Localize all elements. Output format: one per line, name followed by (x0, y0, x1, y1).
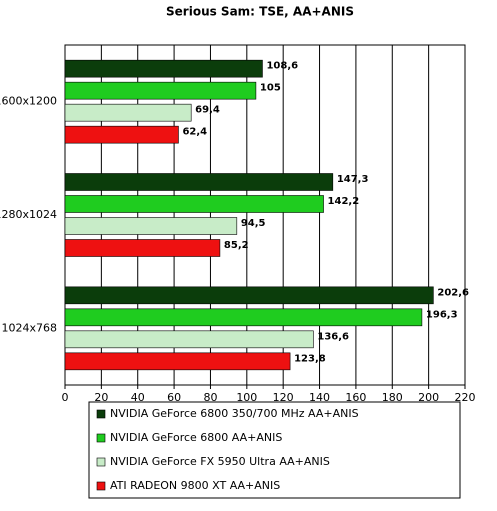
data-label: 105 (260, 83, 281, 94)
bar (64, 59, 263, 78)
legend-swatch (96, 409, 106, 419)
x-tick-label: 140 (309, 391, 330, 404)
legend-label: NVIDIA GeForce 6800 350/700 MHz AA+ANIS (110, 407, 359, 420)
x-tick-label: 40 (131, 391, 145, 404)
legend-swatch (96, 481, 106, 491)
bar (64, 125, 179, 144)
data-label: 196,3 (426, 309, 458, 320)
legend-label: NVIDIA GeForce FX 5950 Ultra AA+ANIS (110, 455, 330, 468)
chart-title: Serious Sam: TSE, AA+ANIS (166, 5, 354, 19)
bar (64, 239, 221, 257)
x-tick-label: 100 (236, 391, 257, 404)
x-tick-label: 120 (273, 391, 294, 404)
x-tick-label: 60 (167, 391, 181, 404)
bar (64, 103, 192, 122)
data-label: 147,3 (337, 174, 369, 185)
legend-swatch (96, 433, 106, 443)
data-label: 69,4 (195, 105, 220, 116)
y-tick-label: 1280x1024 (0, 208, 57, 221)
data-label: 62,4 (182, 127, 207, 138)
plot-area (64, 44, 466, 386)
x-tick-label: 200 (418, 391, 439, 404)
bar (64, 217, 238, 235)
x-tick-label: 80 (203, 391, 217, 404)
data-label: 108,6 (266, 61, 298, 72)
bar (64, 308, 423, 327)
legend-swatch (96, 457, 106, 467)
data-label: 142,2 (328, 196, 360, 207)
data-label: 85,2 (224, 240, 249, 251)
bar (64, 81, 257, 100)
data-label: 136,6 (317, 331, 349, 342)
bar (64, 173, 334, 191)
data-label: 202,6 (437, 287, 469, 298)
bar (64, 330, 314, 349)
data-label: 94,5 (241, 218, 266, 229)
y-tick-label: 1024x768 (2, 321, 58, 334)
legend-label: ATI RADEON 9800 XT AA+ANIS (110, 479, 280, 492)
x-tick-label: 20 (94, 391, 108, 404)
bar (64, 195, 324, 213)
data-label: 123,8 (294, 353, 326, 364)
x-tick-label: 0 (62, 391, 69, 404)
x-tick-label: 220 (455, 391, 476, 404)
y-tick-label: 1600x1200 (0, 95, 57, 108)
bar (64, 286, 434, 305)
legend (88, 401, 461, 499)
legend-label: NVIDIA GeForce 6800 AA+ANIS (110, 431, 282, 444)
x-tick-label: 180 (382, 391, 403, 404)
x-tick-label: 160 (345, 391, 366, 404)
bar (64, 352, 291, 371)
